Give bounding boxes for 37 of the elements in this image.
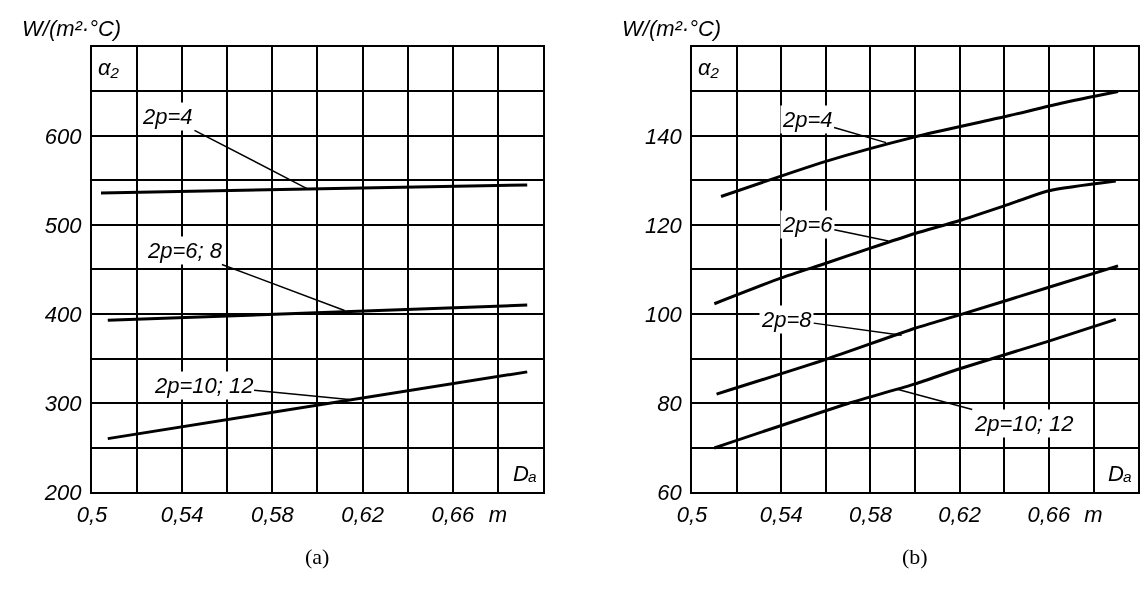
x-tick-label: 0,66 (431, 502, 475, 528)
y-tick-label: 300 (44, 390, 83, 416)
x-tick-label: 0,58 (849, 502, 893, 528)
x-axis-title: Dₐ (513, 461, 537, 486)
chart-title: W/(m²·°C) (622, 16, 722, 41)
y-axis-title: α₂ (98, 55, 120, 80)
chart-title: W/(m²·°C) (22, 16, 122, 41)
y-axis-title: α₂ (698, 55, 720, 80)
x-tick-label: 0,54 (759, 502, 803, 528)
x-tick-label: 0,54 (160, 502, 204, 528)
x-tick-label: 0,62 (341, 502, 384, 528)
y-tick-label: 600 (44, 123, 83, 149)
x-tick-label: m (1084, 502, 1103, 528)
y-tick-label: 140 (644, 123, 683, 149)
y-tick-label: 500 (44, 212, 83, 238)
annotation: 2p=10; 12 (974, 411, 1074, 436)
y-tick-label: 80 (657, 390, 683, 416)
x-axis-title: Dₐ (1108, 461, 1132, 486)
y-tick-label: 100 (644, 301, 683, 327)
annotation: 2p=8 (761, 307, 813, 332)
y-tick-label: 200 (43, 479, 83, 505)
y-tick-label: 120 (644, 212, 683, 238)
x-tick-label: 0,5 (76, 502, 109, 528)
x-tick-label: m (488, 502, 508, 528)
annotation: 2p=6 (782, 212, 834, 237)
x-tick-label: 0,58 (250, 502, 295, 528)
y-tick-label: 400 (44, 301, 83, 327)
text: (b) (902, 544, 928, 569)
text: (a) (305, 544, 330, 569)
y-tick-label: 60 (657, 479, 683, 505)
annotation: 2p=10; 12 (154, 373, 254, 398)
annotation: 2p=6; 8 (147, 238, 223, 263)
x-tick-label: 0,5 (676, 502, 709, 528)
x-tick-label: 0,66 (1027, 502, 1072, 528)
x-tick-label: 0,62 (938, 502, 982, 528)
annotation: 2p=4 (782, 107, 833, 132)
annotation: 2p=4 (142, 104, 193, 129)
